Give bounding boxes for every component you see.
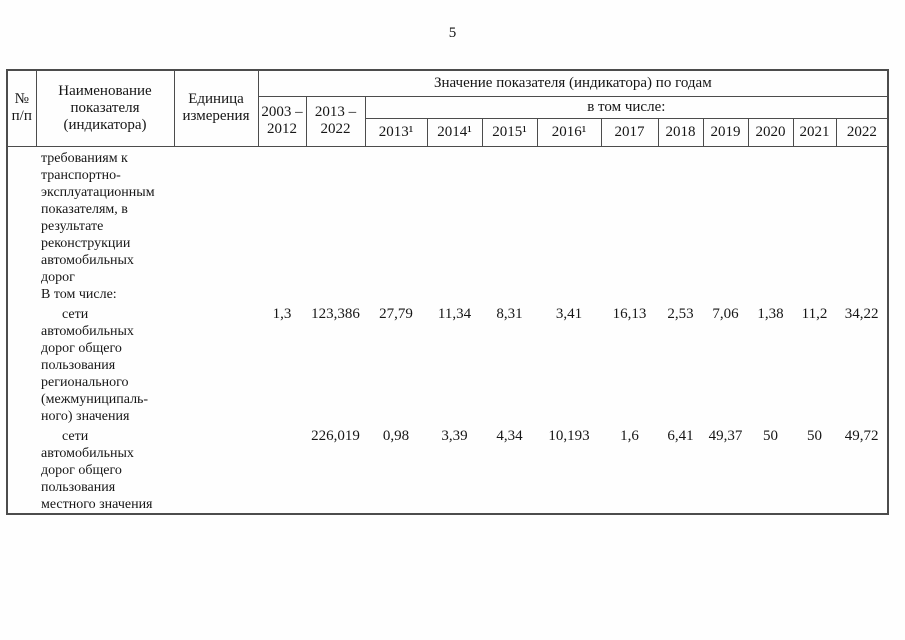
value-cell	[537, 146, 601, 303]
value-cell: 1,3	[272, 305, 292, 322]
header-year-2020: 2020	[747, 117, 794, 147]
value-cell: 1,38	[757, 305, 784, 322]
value-cell: 123,386	[311, 305, 360, 322]
header-unit: Единица измерения	[173, 69, 259, 147]
value-cell	[482, 146, 537, 303]
value-cell	[748, 146, 793, 303]
value-cell: 8,31	[496, 305, 523, 322]
indicator-name-cell: сети автомобильных дорог общего пользова…	[41, 306, 149, 424]
value-cell: 27,79	[379, 305, 413, 322]
value-cell: 7,06	[712, 305, 739, 322]
num-cell	[7, 425, 36, 514]
table-row: сети автомобильных дорог общего пользова…	[7, 303, 888, 425]
value-cell: 0,98	[382, 427, 410, 444]
value-cell: 2,53	[667, 305, 694, 322]
value-cell: 3,41	[555, 305, 583, 322]
value-cell: 1,6	[620, 427, 639, 444]
num-cell	[7, 146, 36, 303]
value-cell: 4,34	[496, 427, 523, 444]
header-year-2015: 2015¹	[481, 117, 538, 147]
value-cell: 50	[763, 427, 778, 444]
table-row: требованиям к транспортно- эксплуатацион…	[7, 146, 888, 303]
header-year-2016: 2016¹	[536, 117, 602, 147]
value-cell: 49,37	[708, 427, 743, 444]
header-year-2013: 2013¹	[364, 117, 428, 147]
unit-cell	[174, 425, 258, 514]
value-cell	[836, 146, 888, 303]
value-cell	[658, 146, 703, 303]
value-cell: 11,2	[801, 305, 828, 322]
num-cell	[7, 303, 36, 425]
value-cell	[306, 146, 365, 303]
value-cell: 49,72	[844, 427, 879, 444]
value-cell	[427, 146, 482, 303]
value-cell: 10,193	[548, 427, 590, 444]
value-cell	[258, 146, 306, 303]
page-number: 5	[448, 25, 457, 41]
header-including: в том числе:	[364, 95, 889, 119]
header-year-2018: 2018	[657, 117, 704, 147]
header-values-by-years: Значение показателя (индикатора) по года…	[257, 69, 889, 97]
indicator-values-table: № п/п Наименование показателя (индикатор…	[6, 69, 890, 515]
value-cell	[601, 146, 658, 303]
header-year-2022: 2022	[835, 117, 889, 147]
value-cell: 11,34	[437, 305, 472, 322]
header-year-2019: 2019	[702, 117, 749, 147]
value-cell: 3,39	[441, 427, 468, 444]
header-row-years: 2013¹ 2014¹ 2015¹ 2016¹ 2017 2018 2019 2…	[7, 117, 889, 147]
value-cell	[793, 146, 836, 303]
unit-cell	[174, 303, 258, 425]
value-cell	[258, 425, 306, 514]
unit-cell	[174, 146, 258, 303]
value-cell: 34,22	[844, 305, 879, 322]
value-cell	[703, 146, 748, 303]
header-year-2017: 2017	[600, 117, 659, 147]
header-year-2014: 2014¹	[426, 117, 483, 147]
value-cell	[365, 146, 427, 303]
header-row-top: № п/п Наименование показателя (индикатор…	[6, 69, 889, 147]
table-row: сети автомобильных дорог общего пользова…	[7, 425, 888, 514]
indicator-name-cell: сети автомобильных дорог общего пользова…	[41, 428, 153, 512]
indicator-name-cell: требованиям к транспортно- эксплуатацион…	[41, 150, 155, 302]
value-cell: 16,13	[612, 305, 647, 322]
header-2003-2012: 2003 – 2012	[257, 95, 307, 147]
header-row-middle: 2003 – 2012 2013 – 2022 в том числе:	[7, 95, 889, 147]
table-body: требованиям к транспортно- эксплуатацион…	[7, 146, 888, 514]
header-2013-2022: 2013 – 2022	[305, 95, 366, 147]
value-cell: 50	[807, 427, 822, 444]
table-header: № п/п Наименование показателя (индикатор…	[6, 69, 889, 147]
value-cell: 226,019	[311, 427, 360, 444]
header-num: № п/п	[6, 69, 37, 147]
value-cell: 6,41	[667, 427, 694, 444]
header-indicator-name: Наименование показателя (индикатора)	[35, 69, 175, 147]
header-year-2021: 2021	[792, 117, 837, 147]
